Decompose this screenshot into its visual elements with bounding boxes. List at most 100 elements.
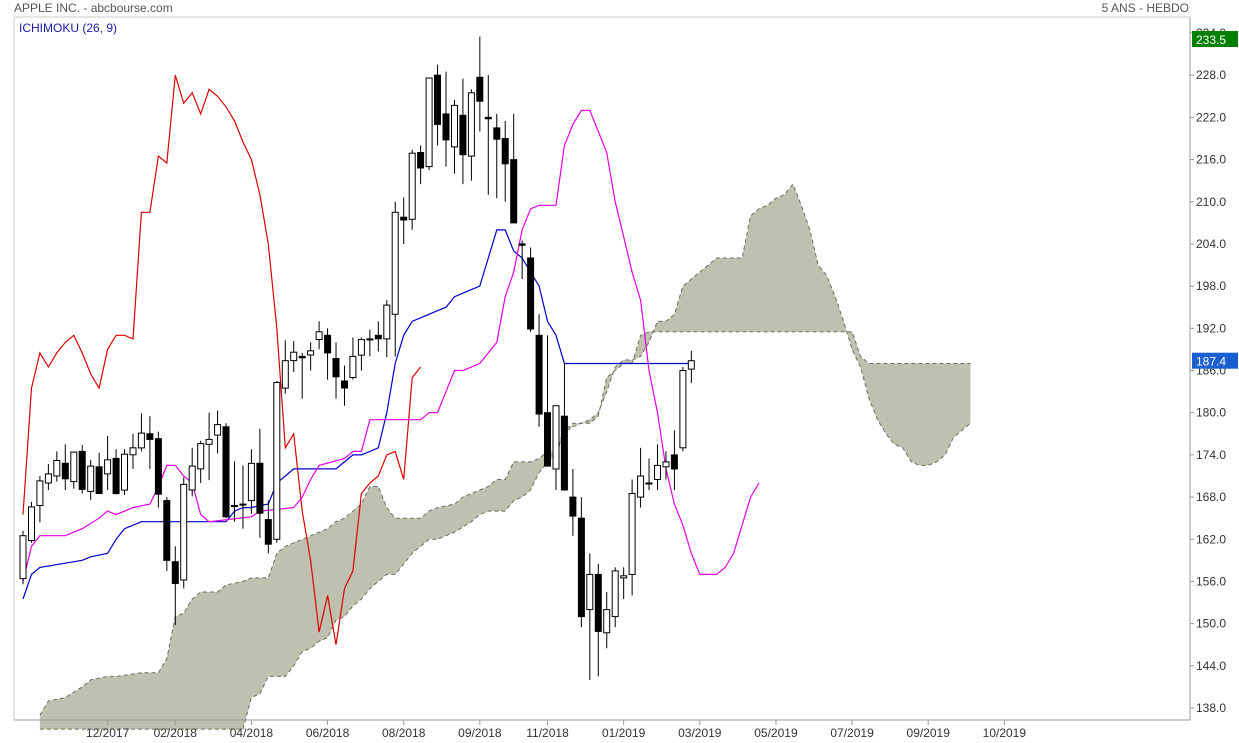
- last-price-text: 187.4: [1196, 355, 1226, 369]
- candle: [61, 444, 69, 491]
- candle: [535, 314, 543, 427]
- candle: [163, 497, 171, 571]
- candle-body-up: [180, 483, 188, 581]
- candle: [180, 477, 188, 589]
- candle: [121, 449, 128, 495]
- candle: [53, 451, 61, 482]
- candle: [231, 461, 238, 522]
- candle-body-down: [577, 517, 585, 618]
- candle: [19, 530, 27, 585]
- candle-body-down: [510, 159, 518, 224]
- candle-body-down: [256, 462, 264, 514]
- candle-body-down: [324, 334, 332, 354]
- candle: [44, 464, 52, 491]
- candle: [324, 328, 332, 380]
- candle: [214, 410, 222, 454]
- candle-body-down: [163, 500, 171, 561]
- candle: [603, 591, 611, 649]
- candle-body-up: [273, 382, 281, 540]
- y-tick-label: 222.0: [1196, 110, 1226, 124]
- y-tick-label: 228.0: [1196, 68, 1226, 82]
- candle-body-up: [281, 360, 289, 389]
- candle-body-up: [679, 370, 687, 449]
- candle: [484, 75, 492, 195]
- candle: [417, 145, 425, 185]
- candle: [222, 423, 230, 519]
- y-tick-label: 138.0: [1196, 701, 1226, 715]
- candle-body-down: [78, 450, 86, 490]
- candle-body-up: [53, 460, 61, 477]
- x-tick-label: 02/2018: [154, 726, 198, 740]
- y-tick-label: 198.0: [1196, 279, 1226, 293]
- candle: [137, 413, 145, 452]
- x-tick-label: 11/2018: [526, 726, 569, 740]
- x-tick-label: 04/2018: [230, 726, 274, 740]
- candle: [425, 77, 433, 171]
- candle-body-down: [434, 74, 441, 125]
- candle-body-up: [205, 438, 213, 445]
- candle-body-down: [417, 152, 425, 169]
- candle: [264, 500, 272, 554]
- candle-body-up: [637, 475, 645, 498]
- candle: [374, 321, 382, 352]
- candle-body-down: [222, 426, 230, 518]
- candle-body-down: [374, 334, 382, 340]
- x-tick-label: 08/2018: [382, 726, 426, 740]
- candle: [577, 497, 585, 628]
- x-tick-label: 10/2019: [983, 726, 1027, 740]
- x-tick-label: 06/2018: [306, 726, 350, 740]
- x-axis: 12/2017 02/2018 04/2018 06/2018 08/2018 09/20…: [86, 720, 1026, 740]
- candle-body-up: [307, 350, 315, 356]
- candle: [154, 431, 162, 508]
- candle: [383, 300, 391, 358]
- last-price-badge: [1192, 352, 1238, 369]
- kijun-line: [22, 229, 692, 600]
- candle-body-down: [535, 334, 543, 415]
- candle-body-up: [28, 506, 35, 542]
- candle-body-up: [586, 573, 594, 611]
- candle: [518, 240, 526, 280]
- y-tick-label: 210.0: [1196, 195, 1226, 209]
- candle-body-down: [670, 454, 678, 470]
- high-price-badge: [1192, 31, 1238, 47]
- candle-body-down: [518, 243, 526, 246]
- candle: [476, 36, 484, 132]
- candle: [493, 113, 501, 199]
- candle: [298, 352, 306, 399]
- candle-body-up: [197, 443, 205, 470]
- period-label: 5 ANS - HEBDO: [1101, 1, 1189, 15]
- x-tick-label: 05/2019: [754, 726, 798, 740]
- candle-body-down: [112, 457, 120, 495]
- candle: [146, 416, 154, 469]
- candle: [400, 197, 408, 244]
- y-axis: 234.0228.0222.0216.0210.0204.0198.0192.0…: [1190, 26, 1226, 715]
- candle: [78, 445, 86, 494]
- candle: [645, 458, 653, 491]
- candle: [28, 501, 35, 543]
- chikou-line: [22, 75, 422, 645]
- candle-body-up: [315, 331, 323, 340]
- candle-body-up: [214, 424, 222, 436]
- candle: [679, 366, 687, 452]
- candle-body-up: [87, 465, 95, 492]
- candle-body-down: [171, 561, 179, 585]
- y-tick-label: 192.0: [1196, 321, 1226, 335]
- candle: [341, 365, 348, 406]
- candle: [129, 433, 137, 469]
- candle-body-up: [645, 482, 653, 485]
- candle: [594, 563, 602, 677]
- candle-body-up: [687, 360, 695, 370]
- candle-body-up: [231, 505, 238, 507]
- candle: [620, 567, 628, 600]
- candle: [552, 405, 560, 491]
- candle: [569, 468, 577, 536]
- candle: [670, 430, 678, 491]
- candle: [70, 451, 78, 489]
- indicator-label: ICHIMOKU (26, 9): [19, 21, 118, 35]
- candle-body-up: [425, 77, 433, 168]
- candle: [112, 449, 120, 495]
- candle-body-down: [239, 503, 247, 506]
- candle: [637, 447, 645, 508]
- indicator-lines: [22, 75, 760, 645]
- candle: [510, 113, 518, 224]
